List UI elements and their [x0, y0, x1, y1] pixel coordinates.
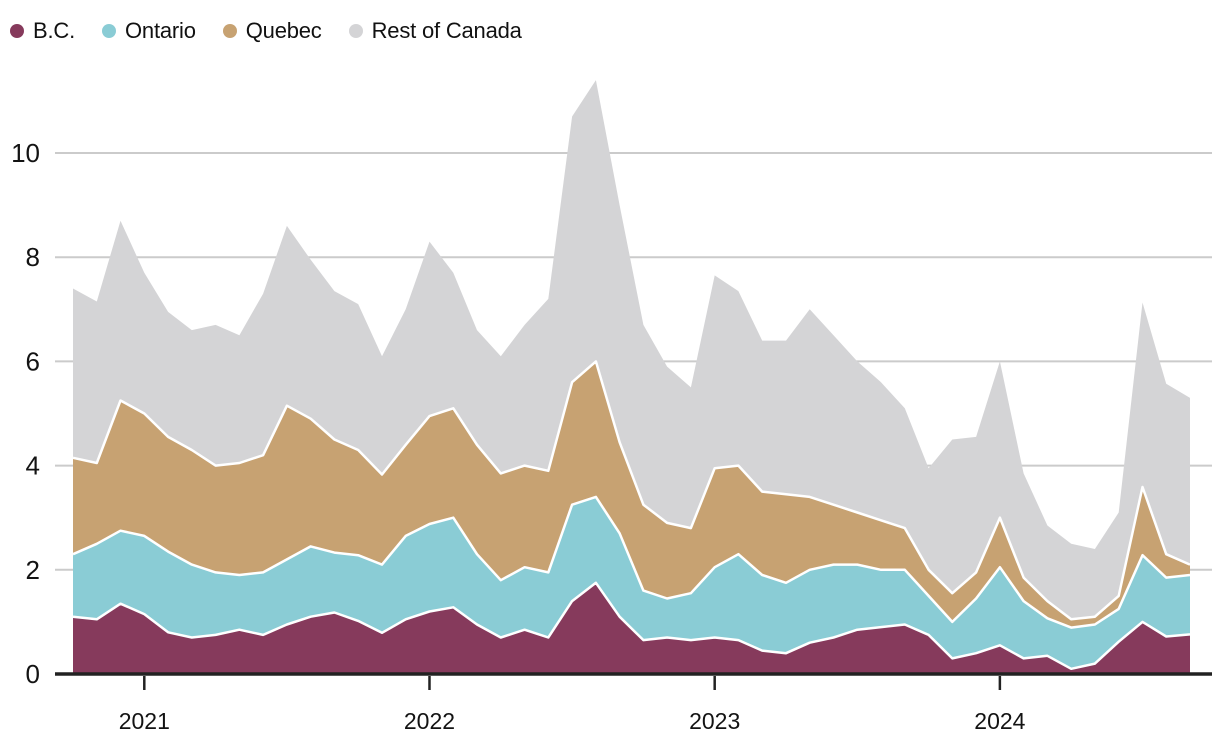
x-tick-label: 2024 [974, 708, 1025, 734]
legend: B.C. Ontario Quebec Rest of Canada [10, 18, 522, 44]
y-tick-label: 0 [26, 659, 40, 689]
y-tick-label: 6 [26, 346, 40, 376]
ontario-legend-dot-icon [102, 24, 116, 38]
quebec-legend-dot-icon [222, 24, 237, 38]
y-tick-label: 8 [26, 242, 40, 272]
x-tick-label: 2023 [689, 708, 740, 734]
legend-item-bc: B.C. [10, 18, 75, 44]
legend-label-ontario: Ontario [125, 18, 196, 43]
legend-item-ontario: Ontario [102, 18, 196, 44]
y-axis-labels: 0 2 4 6 8 10 [11, 138, 40, 689]
band-separators [72, 360, 1191, 671]
x-tick-label: 2021 [119, 708, 170, 734]
rest-of-canada-legend-dot-icon [348, 24, 363, 38]
legend-label-rest-of-canada: Rest of Canada [371, 18, 522, 43]
area-quebec [73, 361, 1190, 628]
legend-item-rest-of-canada: Rest of Canada [348, 18, 522, 44]
legend-label-bc: B.C. [33, 18, 75, 43]
legend-item-quebec: Quebec [222, 18, 322, 44]
legend-label-quebec: Quebec [245, 18, 322, 43]
y-tick-label: 10 [11, 138, 40, 168]
area-rest-of-canada [73, 80, 1190, 620]
y-tick-label: 2 [26, 555, 40, 585]
y-tick-label: 4 [26, 451, 40, 481]
area-bands [73, 80, 1190, 674]
bc-legend-dot-icon [10, 24, 24, 38]
x-axis-ticks: 2021 2022 2023 2024 [119, 676, 1026, 734]
x-tick-label: 2022 [404, 708, 455, 734]
